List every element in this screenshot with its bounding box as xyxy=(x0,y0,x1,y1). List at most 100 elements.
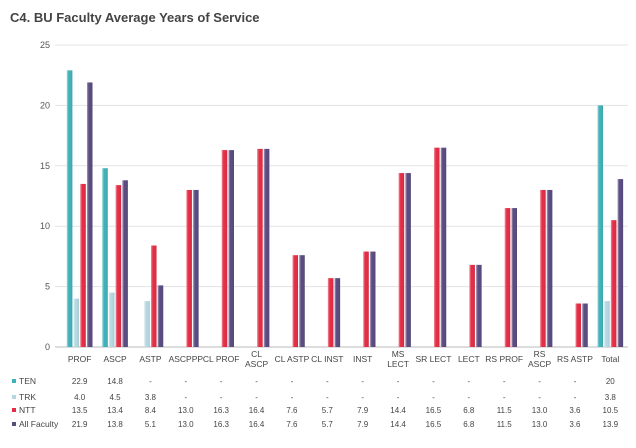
bar-highlight xyxy=(86,82,93,347)
bar-highlight xyxy=(115,185,122,347)
data-label: 4.0 xyxy=(74,393,86,402)
data-label: 5.1 xyxy=(145,420,157,429)
legend-swatch xyxy=(12,408,16,412)
bar-highlight xyxy=(610,220,617,347)
bar-highlight xyxy=(292,255,299,347)
bar-highlight xyxy=(151,245,157,347)
data-label: - xyxy=(467,393,470,402)
data-label: - xyxy=(291,393,294,402)
data-label: - xyxy=(467,377,470,386)
bar-highlight xyxy=(369,251,376,347)
bar-highlight xyxy=(334,278,341,347)
data-label: - xyxy=(361,393,364,402)
bar-highlight xyxy=(440,147,447,347)
data-label: 7.6 xyxy=(286,406,298,415)
data-label: - xyxy=(503,377,506,386)
data-label: - xyxy=(291,377,294,386)
data-label: - xyxy=(184,377,187,386)
data-label: 13.0 xyxy=(532,420,548,429)
data-label: - xyxy=(149,377,152,386)
data-label: - xyxy=(220,393,223,402)
bars xyxy=(66,70,624,348)
y-tick-label: 10 xyxy=(40,221,50,231)
x-tick-label: CL PROF xyxy=(203,354,240,364)
bar-highlight xyxy=(327,278,334,347)
bar-highlight xyxy=(80,183,86,347)
data-label: 6.8 xyxy=(463,420,475,429)
bar-highlight xyxy=(540,189,546,347)
x-tick-label: ASCP xyxy=(528,359,551,369)
x-tick-label: CL ASTP xyxy=(275,354,310,364)
x-tick-label: LECT xyxy=(387,359,409,369)
data-label: 11.5 xyxy=(497,420,513,429)
data-label: 7.9 xyxy=(357,406,369,415)
bar-highlight xyxy=(582,303,588,347)
data-table: TEN 22.9 14.8 - - - - - - - - - - - - - 20 TRK 4.0 4.5 3.8 - -… xyxy=(12,376,619,429)
data-label: 5.7 xyxy=(322,420,334,429)
bar-highlight xyxy=(122,180,128,347)
y-tick-label: 20 xyxy=(40,100,50,110)
x-tick-label: ASCP xyxy=(245,359,268,369)
legend-label: TEN xyxy=(19,376,36,386)
bar-highlight xyxy=(157,285,164,347)
x-tick-label: RS xyxy=(534,349,546,359)
data-label: 7.9 xyxy=(357,420,369,429)
data-label: - xyxy=(397,377,400,386)
bar-highlight xyxy=(546,189,553,347)
data-label: 13.0 xyxy=(178,420,194,429)
data-label: 16.4 xyxy=(249,406,265,415)
bar-highlight xyxy=(363,251,369,347)
data-label: 13.5 xyxy=(72,406,88,415)
legend-label: NTT xyxy=(19,405,36,415)
bar-highlight xyxy=(299,255,305,347)
data-label: 13.9 xyxy=(603,420,619,429)
data-label: 14.4 xyxy=(390,420,406,429)
data-label: - xyxy=(432,377,435,386)
legend-label: TRK xyxy=(19,392,36,402)
x-tick-label: MS xyxy=(392,349,405,359)
data-label: - xyxy=(397,393,400,402)
data-label: 16.5 xyxy=(426,420,442,429)
y-tick-label: 15 xyxy=(40,161,50,171)
data-label: 16.3 xyxy=(213,420,229,429)
bar-highlight xyxy=(263,148,270,347)
x-tick-label: CL xyxy=(251,349,262,359)
legend-swatch xyxy=(12,395,16,399)
x-tick-label: ASCP xyxy=(103,354,126,364)
bar-highlight xyxy=(221,150,228,347)
data-label: - xyxy=(574,393,577,402)
legend-swatch xyxy=(12,379,16,383)
data-label: 13.4 xyxy=(107,406,123,415)
data-label: - xyxy=(255,377,258,386)
y-tick-label: 25 xyxy=(40,40,50,50)
data-label: 3.8 xyxy=(605,393,617,402)
bar-highlight xyxy=(257,148,263,347)
bar-highlight xyxy=(469,264,475,347)
data-label: 16.5 xyxy=(426,406,442,415)
data-label: - xyxy=(184,393,187,402)
x-tick-label: LECT xyxy=(458,354,480,364)
x-tick-label: ASTP xyxy=(139,354,162,364)
x-tick-label: INST xyxy=(353,354,372,364)
bar-highlight xyxy=(186,189,192,347)
data-label: 5.7 xyxy=(322,406,334,415)
data-label: 14.4 xyxy=(390,406,406,415)
y-tick-label: 5 xyxy=(45,282,50,292)
data-label: 20 xyxy=(606,377,615,386)
bar-highlight xyxy=(617,179,624,347)
bar-highlight xyxy=(144,301,150,347)
data-label: - xyxy=(574,377,577,386)
bar-highlight xyxy=(108,292,115,347)
data-label: 10.5 xyxy=(603,406,619,415)
data-label: 16.4 xyxy=(249,420,265,429)
data-label: 14.8 xyxy=(107,377,123,386)
bar-highlight xyxy=(511,208,517,347)
y-tick-label: 0 xyxy=(45,342,50,352)
data-label: - xyxy=(326,393,329,402)
x-tick-label: RS PROF xyxy=(485,354,523,364)
data-label: - xyxy=(220,377,223,386)
bar-highlight xyxy=(476,264,482,347)
data-label: - xyxy=(326,377,329,386)
x-tick-label: CL INST xyxy=(311,354,343,364)
